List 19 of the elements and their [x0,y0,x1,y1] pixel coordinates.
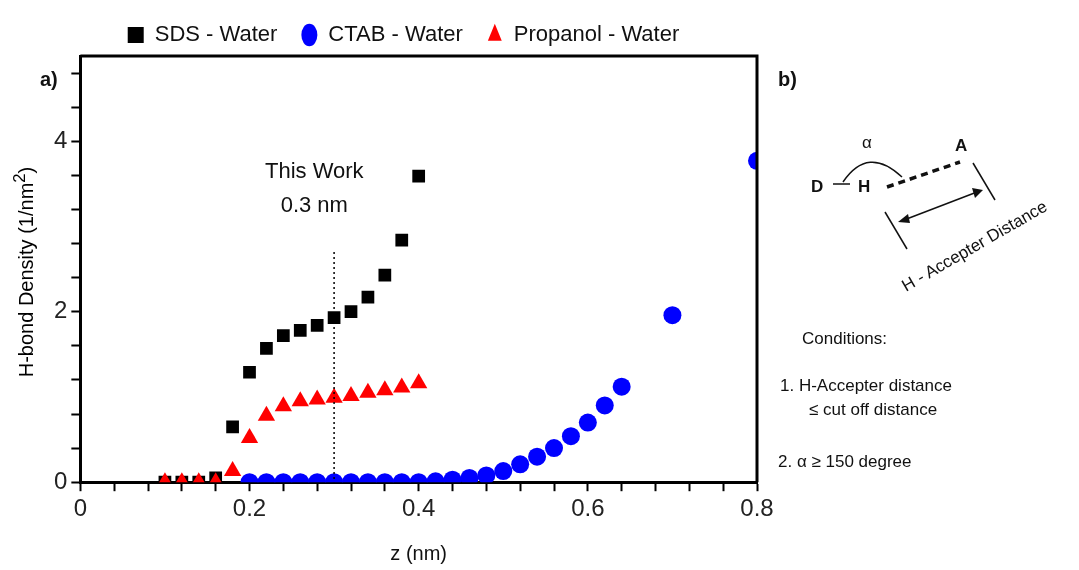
text: 2. α ≥ 150 degree [778,452,912,472]
x-tick-label: 0.2 [232,494,267,522]
annotation: This Work 0.3 nm [265,157,364,219]
x-tick-label: 0.4 [401,494,436,522]
x-tick-label: 0.6 [571,494,605,522]
legend-label: Propanol - Water [513,21,680,47]
x-tick-label: 0.8 [740,494,774,522]
text: Conditions: [802,329,888,349]
y-tick-label: 2 [53,296,68,324]
x-tick-label: 0 [73,494,88,522]
legend-label: SDS - Water [154,21,278,47]
legend-label: CTAB - Water [328,21,463,47]
text: ≤ cut off distance [809,400,938,420]
y-tick-label: 4 [53,125,68,153]
y-tick-label: 0 [53,466,68,494]
text: b) [778,68,797,91]
x-axis-title: z (nm) [390,541,448,564]
text: 1. H-Accepter distance [780,376,952,396]
text: a) [40,68,58,91]
